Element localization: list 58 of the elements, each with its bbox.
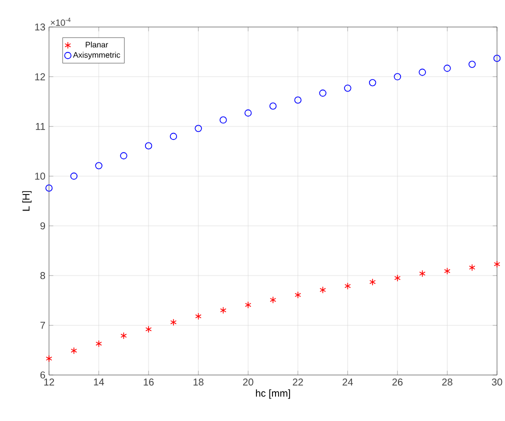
point (220, 116, 227, 124)
point (195, 312, 202, 320)
y-axis-title: L [H] (22, 191, 32, 211)
point (419, 270, 426, 278)
point (294, 291, 302, 299)
point (319, 90, 326, 97)
x-tick-label: 14 (94, 378, 104, 386)
y-tick-label: 12 (35, 73, 45, 80)
y-tick-label: 8 (40, 272, 46, 280)
x-tick-label: 20 (243, 378, 254, 386)
x-tick-label: 18 (194, 378, 204, 386)
point (468, 60, 476, 68)
point (170, 318, 177, 326)
x-tick-label: 28 (442, 378, 452, 386)
point (444, 64, 451, 72)
point (494, 260, 500, 268)
y-tick-label: 10 (35, 172, 46, 180)
x-tick-label: 30 (492, 378, 502, 386)
x-tick-label: 22 (292, 378, 303, 386)
point (70, 347, 78, 354)
point (194, 124, 202, 132)
point (96, 340, 102, 348)
point (120, 332, 127, 340)
point (244, 109, 252, 117)
y-tick-label: 13 (35, 23, 46, 31)
point (270, 296, 276, 304)
point (368, 79, 376, 86)
point (269, 102, 277, 110)
point (170, 132, 178, 140)
y-tick-label: 6 (40, 371, 46, 379)
x-tick-label: 24 (342, 378, 353, 386)
y-tick-label: 9 (40, 222, 46, 230)
point (220, 306, 226, 314)
point (344, 282, 351, 290)
point (145, 326, 152, 333)
point (45, 184, 53, 192)
x-tick-label: 16 (144, 378, 154, 386)
point (70, 172, 78, 180)
point (120, 152, 128, 160)
point (95, 162, 102, 170)
point (394, 274, 401, 282)
point (493, 54, 501, 62)
point (444, 268, 450, 275)
point (394, 73, 402, 80)
point (144, 142, 152, 150)
text: ×10$^{-4}$ (50, 18, 71, 26)
x-axis-title: hc [mm] (256, 389, 290, 399)
y-tick-label: 11 (36, 123, 46, 130)
point (468, 264, 476, 272)
point (418, 68, 426, 76)
point (294, 96, 302, 104)
point (46, 355, 52, 362)
point (320, 286, 326, 294)
point (244, 301, 252, 308)
point (344, 84, 352, 92)
x-tick-label: 26 (392, 378, 403, 386)
point (369, 278, 376, 286)
y-tick-label: 7 (40, 322, 45, 329)
